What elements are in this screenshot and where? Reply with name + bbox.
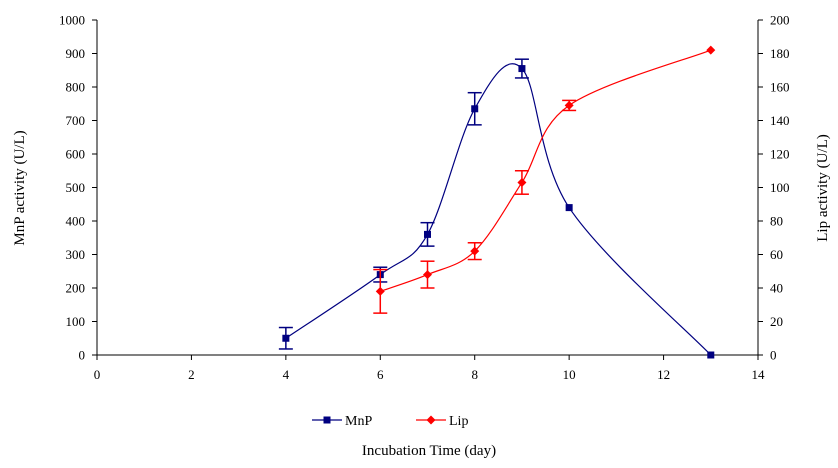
- y2-tick-label: 60: [770, 247, 783, 262]
- y2-tick-label: 140: [770, 113, 790, 128]
- data-point: [707, 351, 715, 359]
- legend-marker: [426, 415, 436, 425]
- y-tick-label: 1000: [59, 13, 85, 28]
- y2-tick-label: 120: [770, 147, 790, 162]
- y-tick-label: 200: [66, 281, 86, 296]
- y-tick-label: 600: [66, 147, 86, 162]
- series-line: [285, 63, 712, 356]
- series-lip: [373, 45, 716, 314]
- legend-label: MnP: [345, 414, 372, 429]
- data-point: [565, 204, 573, 212]
- y2-tick-label: 20: [770, 314, 783, 329]
- y-tick-label: 0: [79, 348, 86, 363]
- x-tick-label: 8: [471, 367, 478, 382]
- legend: MnP Lip: [312, 414, 468, 429]
- y-tick-label: 400: [66, 214, 86, 229]
- data-point: [424, 230, 431, 238]
- data-point: [375, 286, 385, 296]
- data-point: [564, 100, 574, 110]
- series-line: [380, 49, 712, 292]
- data-point: [470, 246, 480, 256]
- data-point: [471, 105, 479, 113]
- y2-tick-label: 160: [770, 80, 790, 95]
- y-tick-label: 300: [66, 247, 86, 262]
- data-point: [423, 270, 432, 280]
- x-tick-label: 4: [283, 367, 290, 382]
- y2-tick-label: 0: [770, 348, 777, 363]
- y-tick-label: 500: [66, 180, 86, 195]
- y-tick-label: 900: [66, 46, 86, 61]
- y2-tick-label: 200: [770, 13, 790, 28]
- y-tick-label: 100: [66, 314, 86, 329]
- axes: 0100200300400500600700800900100002040608…: [59, 13, 790, 383]
- y-tick-label: 700: [66, 113, 86, 128]
- legend-label: Lip: [449, 414, 468, 429]
- x-tick-label: 14: [752, 367, 766, 382]
- y2-tick-label: 100: [770, 180, 790, 195]
- y2-tick-label: 80: [770, 214, 783, 229]
- y-axis-label: MnP activity (U/L): [12, 130, 28, 245]
- x-tick-label: 2: [188, 367, 195, 382]
- legend-marker: [323, 416, 331, 424]
- series-layer: [278, 45, 716, 359]
- x-tick-label: 6: [377, 367, 384, 382]
- y2-tick-label: 180: [770, 46, 790, 61]
- y-tick-label: 800: [66, 80, 86, 95]
- data-point: [706, 45, 716, 55]
- series-mnp: [278, 58, 715, 359]
- legend-item-lip: Lip: [416, 414, 468, 429]
- x-axis-label: Incubation Time (day): [362, 443, 496, 459]
- y2-axis-label: Lip activity (U/L): [815, 134, 831, 241]
- x-tick-label: 10: [563, 367, 576, 382]
- y2-tick-label: 40: [770, 281, 783, 296]
- data-point: [282, 334, 290, 342]
- legend-item-mnp: MnP: [312, 414, 372, 429]
- x-tick-label: 12: [657, 367, 670, 382]
- data-point: [517, 177, 527, 187]
- data-point: [518, 65, 526, 73]
- x-tick-label: 0: [94, 367, 101, 382]
